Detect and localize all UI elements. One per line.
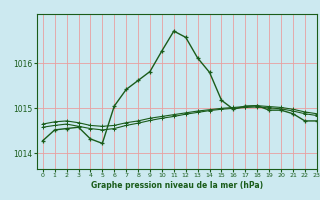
X-axis label: Graphe pression niveau de la mer (hPa): Graphe pression niveau de la mer (hPa) — [91, 181, 263, 190]
